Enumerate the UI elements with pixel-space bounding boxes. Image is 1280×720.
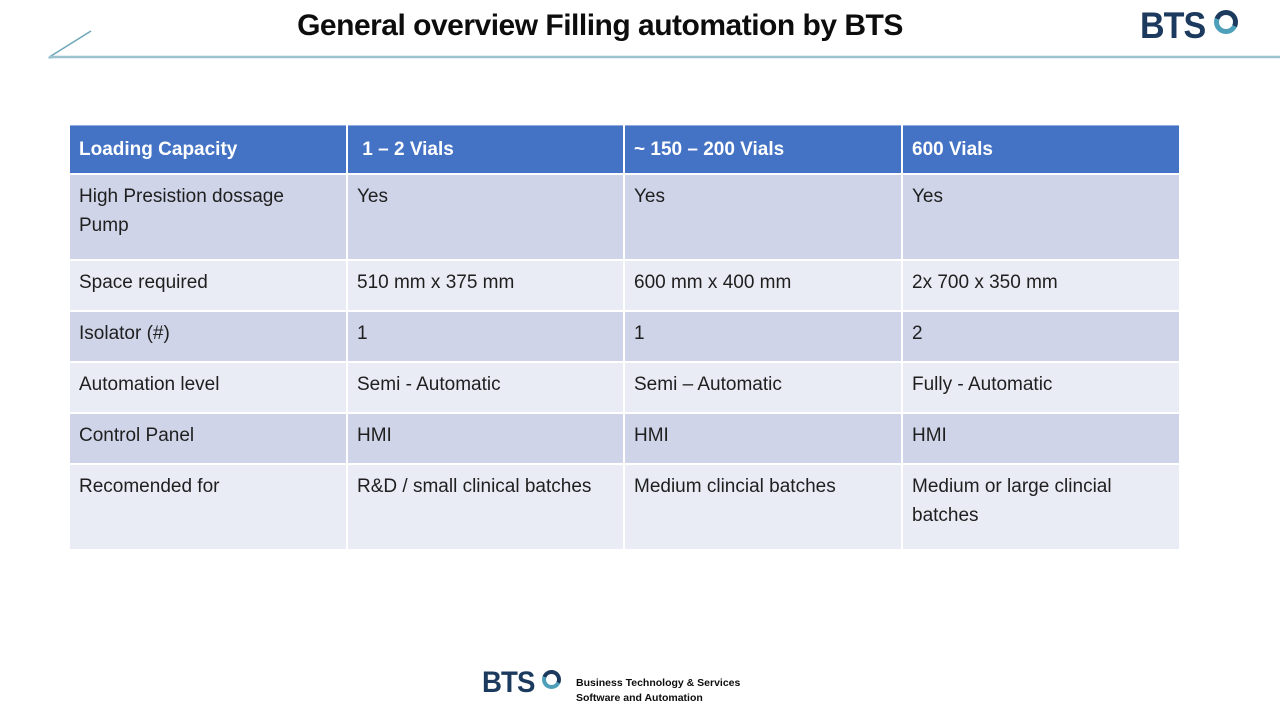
- bts-footer-logo: BTS: [482, 666, 561, 699]
- bts-ring-icon: [542, 670, 561, 689]
- page-title: General overview Filling automation by B…: [297, 9, 903, 42]
- table-cell: Medium clincial batches: [623, 463, 903, 551]
- bts-wordmark: BTS: [482, 666, 535, 699]
- title-underline-swoosh: [48, 30, 1280, 59]
- table-cell: Yes: [623, 173, 903, 261]
- table-cell: Yes: [901, 173, 1181, 261]
- table-cell: R&D / small clinical batches: [346, 463, 625, 551]
- table-row: Space required 510 mm x 375 mm 600 mm x …: [68, 259, 1181, 312]
- row-label: Space required: [68, 259, 348, 312]
- row-label: Automation level: [68, 361, 348, 414]
- table-cell: Semi - Automatic: [346, 361, 625, 414]
- loading-capacity-table: Loading Capacity 1 – 2 Vials ~ 150 – 200…: [68, 123, 1181, 551]
- table-row: Recomended for R&D / small clinical batc…: [68, 463, 1181, 551]
- bts-wordmark: BTS: [1140, 5, 1206, 46]
- row-label: Isolator (#): [68, 310, 348, 363]
- table-cell: 1: [346, 310, 625, 363]
- table-cell: HMI: [623, 412, 903, 465]
- table-cell: Medium or large clincial batches: [901, 463, 1181, 551]
- table-row: Control Panel HMI HMI HMI: [68, 412, 1181, 465]
- header-cell: 600 Vials: [901, 123, 1181, 175]
- table-cell: HMI: [346, 412, 625, 465]
- table-cell: 1: [623, 310, 903, 363]
- bts-logo: BTS: [1140, 5, 1238, 46]
- table-header-row: Loading Capacity 1 – 2 Vials ~ 150 – 200…: [68, 123, 1181, 175]
- footer: BTS Business Technology & Services Softw…: [482, 667, 740, 706]
- table-cell: 510 mm x 375 mm: [346, 259, 625, 312]
- footer-tagline: Business Technology & Services Software …: [576, 676, 740, 706]
- table-cell: HMI: [901, 412, 1181, 465]
- footer-tagline-line2: Software and Automation: [576, 692, 703, 704]
- table-cell: Semi – Automatic: [623, 361, 903, 414]
- bts-ring-icon: [1214, 10, 1238, 34]
- row-label: Control Panel: [68, 412, 348, 465]
- header-cell: ~ 150 – 200 Vials: [623, 123, 903, 175]
- row-label: Recomended for: [68, 463, 348, 551]
- header-cell: Loading Capacity: [68, 123, 348, 175]
- table-cell: Yes: [346, 173, 625, 261]
- table-cell: 600 mm x 400 mm: [623, 259, 903, 312]
- table-cell: Fully - Automatic: [901, 361, 1181, 414]
- table-cell: 2x 700 x 350 mm: [901, 259, 1181, 312]
- table-row: High Presistion dossage Pump Yes Yes Yes: [68, 173, 1181, 261]
- footer-tagline-line1: Business Technology & Services: [576, 677, 741, 689]
- header-cell: 1 – 2 Vials: [346, 123, 625, 175]
- row-label: High Presistion dossage Pump: [68, 173, 348, 261]
- table-cell: 2: [901, 310, 1181, 363]
- table-row: Automation level Semi - Automatic Semi –…: [68, 361, 1181, 414]
- table-row: Isolator (#) 1 1 2: [68, 310, 1181, 363]
